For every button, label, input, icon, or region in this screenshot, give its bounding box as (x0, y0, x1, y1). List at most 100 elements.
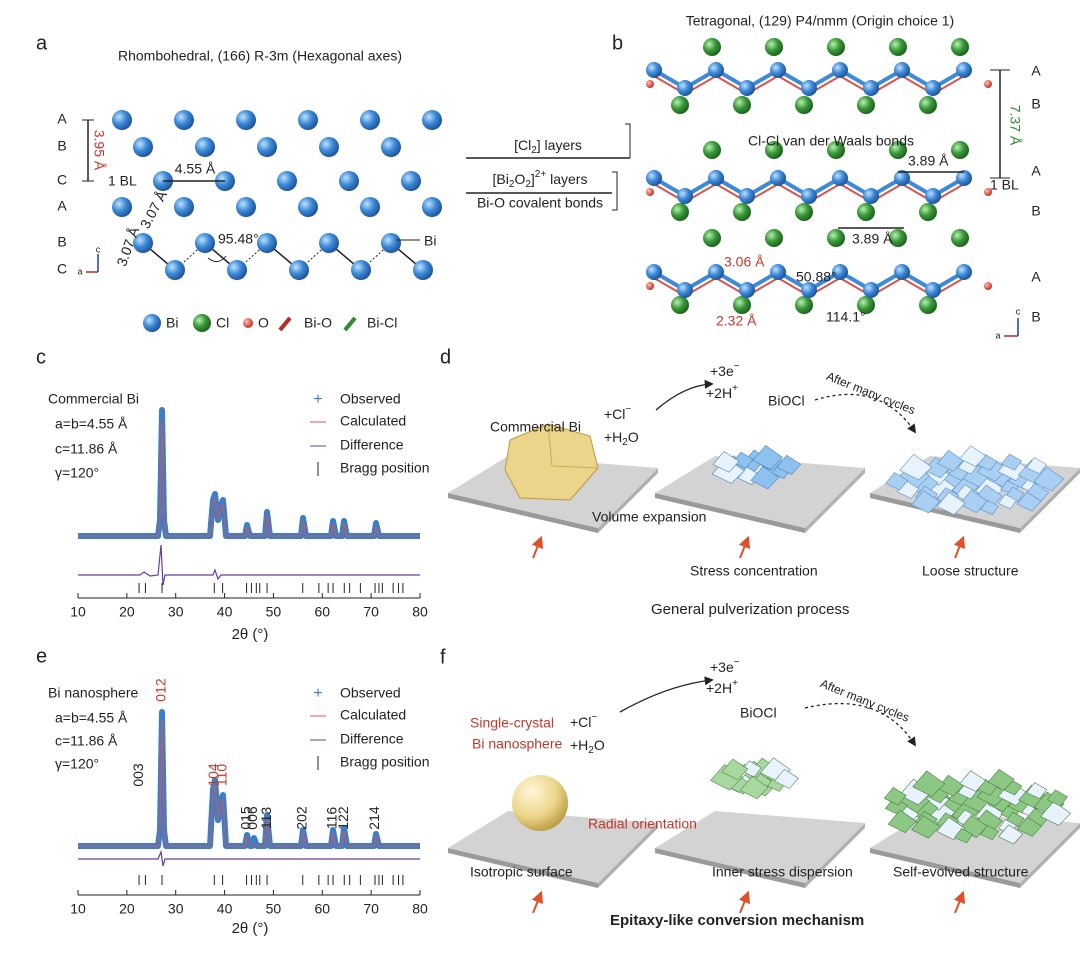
bi-atom (677, 282, 693, 298)
loose-label: Loose structure (922, 563, 1019, 579)
lattice-label: 3.89 Å (908, 153, 949, 169)
bi-atom (894, 264, 910, 280)
legend-label: Bragg position (340, 460, 430, 476)
bi-atom (739, 282, 755, 298)
bond-label: 2.32 Å (716, 313, 757, 329)
panel-label: b (612, 32, 623, 54)
bi-atom (174, 197, 194, 217)
legend-label: Bragg position (340, 754, 430, 770)
platform-side (1020, 468, 1080, 533)
reagent: +Cl− (570, 712, 597, 730)
legend-label: Difference (340, 437, 404, 453)
bio-layers: [Bi2O2]2+ layers (493, 169, 588, 190)
axis-label: c (96, 244, 101, 254)
subscript: 2 (509, 179, 515, 190)
platform-side (655, 493, 805, 533)
reaction-arrow (619, 676, 714, 713)
o-atom (984, 80, 992, 88)
legend-label: Bi (166, 315, 178, 331)
legend-marker: + (313, 391, 322, 408)
legend-label: Calculated (340, 707, 406, 723)
subscript: 2 (531, 145, 537, 156)
o-atom (646, 188, 654, 196)
x-tick-label: 50 (266, 604, 282, 620)
param: γ=120° (55, 465, 99, 481)
bi-atom (112, 110, 132, 130)
bi-atom (381, 137, 401, 157)
fragment (750, 466, 780, 490)
legend-label: Calculated (340, 413, 406, 429)
text: +2H (706, 680, 732, 696)
text: layers (546, 171, 587, 187)
x-tick-label: 70 (363, 604, 379, 620)
bi-atom (832, 62, 848, 78)
legend-marker: + (313, 685, 322, 702)
peak-label: 110 (213, 764, 229, 787)
fragment (1026, 782, 1048, 799)
bi-atom (770, 264, 786, 280)
bi-atom (257, 137, 277, 157)
bi-atom (422, 110, 442, 130)
text: +H (604, 429, 622, 445)
bi-atom (351, 260, 371, 280)
cl-atom (795, 96, 813, 114)
fragment (987, 768, 1015, 791)
cl-atom (857, 96, 875, 114)
difference-pattern (78, 544, 420, 586)
fragment (911, 815, 940, 839)
caption: General pulverization process (651, 601, 849, 618)
radial-label: Radial orientation (588, 816, 697, 832)
product-label: BiOCl (740, 705, 777, 721)
bi-atom (832, 264, 848, 280)
start-label: Single-crystal (470, 715, 554, 731)
text: ] layers (537, 137, 582, 153)
panel-label: a (36, 32, 48, 54)
cl-atom (671, 96, 689, 114)
platform-side (598, 468, 658, 533)
calculated-pattern (78, 419, 420, 537)
superscript: − (591, 712, 597, 723)
legend-bi (143, 314, 161, 332)
bi-atom (956, 264, 972, 280)
bi-atom (956, 62, 972, 78)
inner-label: Inner stress dispersion (712, 864, 853, 880)
panel-label: c (36, 346, 46, 368)
fragment (1016, 491, 1042, 512)
cl-atom (889, 38, 907, 56)
stacking-letter: A (1031, 269, 1041, 285)
stacking-letter: A (57, 198, 67, 214)
bi-atom (832, 170, 848, 186)
peak-label: 003 (130, 763, 146, 787)
bi-atom (863, 188, 879, 204)
peak-label: 015 (237, 806, 253, 830)
bi-atom (112, 197, 132, 217)
x-tick-label: 60 (314, 901, 330, 917)
fragment (752, 445, 784, 470)
stacking-letter: C (57, 172, 67, 188)
text: ] (531, 171, 535, 187)
bi-atom (133, 137, 153, 157)
cl-atom (671, 203, 689, 221)
bi-atom (708, 170, 724, 186)
x-tick-label: 70 (363, 901, 379, 917)
x-tick-label: 50 (266, 901, 282, 917)
text: [Bi (493, 171, 509, 187)
cl-atom (951, 38, 969, 56)
nanosphere (512, 775, 568, 831)
expansion-label: Volume expansion (592, 509, 706, 525)
fragment (979, 499, 999, 516)
cl-atom (951, 229, 969, 247)
bi-atom (360, 197, 380, 217)
stacking-letter: A (57, 111, 67, 127)
legend-label: Cl (216, 315, 229, 331)
param: γ=120° (55, 756, 99, 772)
x-tick-label: 10 (70, 604, 86, 620)
legend-o (243, 318, 253, 328)
bi-atom (381, 233, 401, 253)
legend-label: Observed (340, 685, 401, 701)
cl-atom (703, 229, 721, 247)
evolved-label: Self-evolved structure (893, 864, 1029, 880)
platform-side (448, 493, 598, 533)
platform-side (655, 848, 805, 888)
bi-atom (298, 197, 318, 217)
